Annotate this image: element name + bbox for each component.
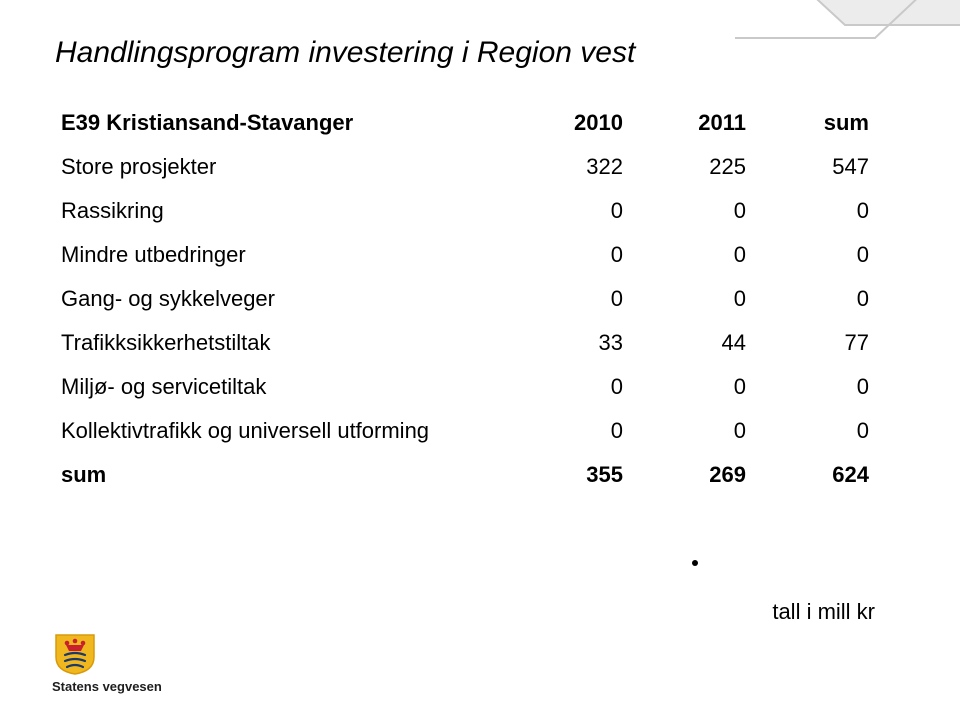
- table-row: Mindre utbedringer 0 0 0: [55, 233, 875, 277]
- cell: 0: [506, 277, 629, 321]
- cell: 547: [752, 145, 875, 189]
- sum-label: sum: [55, 453, 506, 497]
- slide: Handlingsprogram investering i Region ve…: [0, 0, 960, 720]
- cell: 0: [752, 365, 875, 409]
- cell: 0: [629, 189, 752, 233]
- logo-org-name: Statens vegvesen: [52, 679, 162, 694]
- cell: 33: [506, 321, 629, 365]
- row-label: Mindre utbedringer: [55, 233, 506, 277]
- cell: 0: [629, 233, 752, 277]
- cell: 0: [506, 233, 629, 277]
- statens-vegvesen-shield-icon: [52, 631, 98, 675]
- cell: 44: [629, 321, 752, 365]
- cell: 0: [752, 277, 875, 321]
- table-row: Gang- og sykkelveger 0 0 0: [55, 277, 875, 321]
- row-label: Gang- og sykkelveger: [55, 277, 506, 321]
- table-row: Miljø- og servicetiltak 0 0 0: [55, 365, 875, 409]
- stray-dot-decor: [692, 560, 698, 566]
- cell: 0: [506, 409, 629, 453]
- row-label: Miljø- og servicetiltak: [55, 365, 506, 409]
- cell: 225: [629, 145, 752, 189]
- page-title: Handlingsprogram investering i Region ve…: [55, 35, 905, 71]
- cell: 0: [629, 277, 752, 321]
- logo-block: Statens vegvesen: [52, 631, 162, 694]
- row-label: Store prosjekter: [55, 145, 506, 189]
- cell: 322: [506, 145, 629, 189]
- table-header-row: E39 Kristiansand-Stavanger 2010 2011 sum: [55, 101, 875, 145]
- cell: 0: [752, 233, 875, 277]
- row-label: Trafikksikkerhetstiltak: [55, 321, 506, 365]
- cell: 0: [629, 409, 752, 453]
- header-col-sum: sum: [752, 101, 875, 145]
- row-label: Kollektivtrafikk og universell utforming: [55, 409, 506, 453]
- table-sum-row: sum 355 269 624: [55, 453, 875, 497]
- header-col-2010: 2010: [506, 101, 629, 145]
- table-row: Kollektivtrafikk og universell utforming…: [55, 409, 875, 453]
- cell: 0: [629, 365, 752, 409]
- cell: 77: [752, 321, 875, 365]
- cell: 0: [506, 365, 629, 409]
- investment-table: E39 Kristiansand-Stavanger 2010 2011 sum…: [55, 101, 875, 497]
- header-col-2011: 2011: [629, 101, 752, 145]
- footnote-units: tall i mill kr: [772, 599, 875, 625]
- title-wrap: Handlingsprogram investering i Region ve…: [55, 35, 905, 71]
- sum-cell: 624: [752, 453, 875, 497]
- cell: 0: [752, 189, 875, 233]
- table-row: Trafikksikkerhetstiltak 33 44 77: [55, 321, 875, 365]
- sum-cell: 355: [506, 453, 629, 497]
- sum-cell: 269: [629, 453, 752, 497]
- cell: 0: [506, 189, 629, 233]
- row-label: Rassikring: [55, 189, 506, 233]
- cell: 0: [752, 409, 875, 453]
- table-row: Rassikring 0 0 0: [55, 189, 875, 233]
- table-row: Store prosjekter 322 225 547: [55, 145, 875, 189]
- header-route-label: E39 Kristiansand-Stavanger: [55, 101, 506, 145]
